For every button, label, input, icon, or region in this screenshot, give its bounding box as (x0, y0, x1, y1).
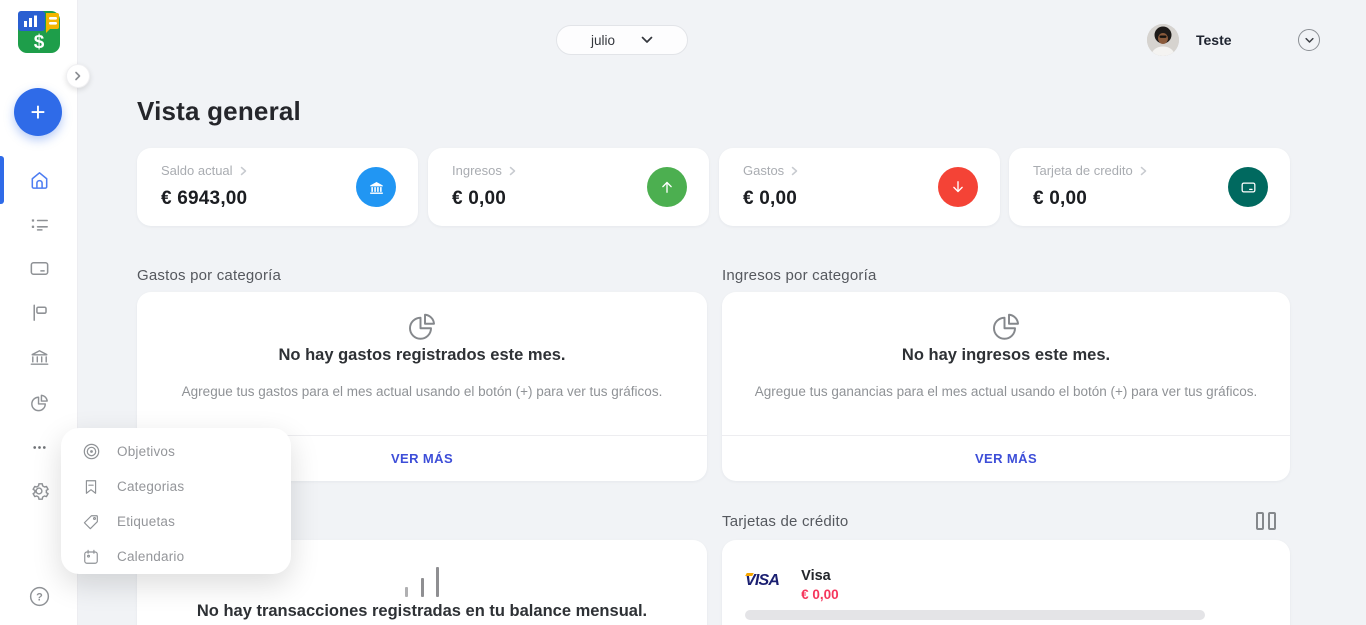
chevron-down-icon (641, 36, 653, 43)
credit-card-item[interactable]: VISA Visa € 0,00 (722, 540, 1290, 625)
bookmark-icon (80, 476, 102, 498)
month-selector-value: julio (590, 32, 615, 48)
page-title: Vista general (137, 96, 301, 126)
plus-icon: + (30, 96, 46, 127)
credit-cards-section-heading: Tarjetas de crédito (722, 513, 849, 530)
empty-state-title: No hay gastos registrados este mes. (278, 346, 566, 364)
active-nav-indicator (0, 156, 4, 204)
ver-mas-button[interactable]: VER MÁS (137, 436, 707, 481)
more-menu-popup: Objetivos Categorias Etiquetas Calendari… (61, 428, 291, 574)
flag-icon (32, 304, 47, 321)
sidebar-expand-button[interactable] (66, 64, 90, 88)
user-block[interactable]: Teste (1147, 24, 1232, 56)
pie-chart-icon (30, 394, 48, 411)
menu-item-label: Etiquetas (117, 514, 176, 529)
sidebar-item-transactions[interactable] (26, 211, 52, 237)
sidebar-item-cards[interactable] (26, 255, 52, 281)
divider (137, 435, 707, 436)
sidebar-item-help[interactable]: ? (26, 583, 52, 609)
chevron-right-icon (75, 71, 81, 81)
summary-card-credit[interactable]: Tarjeta de credito € 0,00 (1009, 148, 1290, 226)
menu-item-categorias[interactable]: Categorias (61, 469, 291, 504)
income-empty-card: No hay ingresos este mes. Agregue tus ga… (722, 292, 1290, 481)
tag-icon (80, 511, 102, 533)
summary-card-income[interactable]: Ingresos € 0,00 (428, 148, 709, 226)
sidebar-item-accounts[interactable] (26, 344, 52, 370)
calendar-icon (80, 546, 102, 568)
credit-card-progress-bar (745, 610, 1205, 620)
month-selector[interactable]: julio (556, 25, 688, 55)
empty-state-title: No hay transacciones registradas en tu b… (196, 602, 648, 620)
chevron-right-icon (509, 166, 516, 175)
user-name: Teste (1196, 32, 1232, 48)
home-icon (31, 171, 47, 189)
visa-logo-icon: VISA (745, 572, 780, 589)
summary-card-expenses[interactable]: Gastos € 0,00 (719, 148, 1000, 226)
credit-card-name: Visa (801, 568, 831, 584)
app-logo-icon[interactable]: $ (17, 10, 61, 54)
summary-card-value: € 6943,00 (161, 188, 248, 209)
bar-chart-icon (405, 557, 439, 597)
svg-text:$: $ (34, 32, 45, 53)
ver-mas-button[interactable]: VER MÁS (722, 436, 1290, 481)
sidebar-item-settings[interactable] (26, 478, 52, 504)
chevron-right-icon (240, 166, 246, 175)
target-icon (80, 441, 102, 463)
svg-text:?: ? (36, 591, 43, 603)
arrow-up-icon (647, 167, 687, 207)
expenses-section-heading: Gastos por categoría (137, 267, 282, 284)
empty-state-subtitle: Agregue tus gastos para el mes actual us… (181, 384, 663, 399)
menu-item-label: Calendario (117, 549, 185, 564)
summary-card-label: Saldo actual (161, 163, 233, 178)
empty-state-title: No hay ingresos este mes. (901, 346, 1111, 364)
summary-card-value: € 0,00 (743, 188, 798, 209)
credit-card-icon (30, 261, 48, 275)
menu-item-etiquetas[interactable]: Etiquetas (61, 504, 291, 539)
sidebar-item-home[interactable] (26, 167, 52, 193)
add-transaction-button[interactable]: + (14, 88, 62, 136)
chevron-right-icon (1140, 166, 1146, 175)
help-icon: ? (29, 586, 49, 606)
chevron-right-icon (791, 166, 798, 175)
sidebar-item-goals[interactable] (26, 299, 52, 325)
summary-card-balance[interactable]: Saldo actual € 6943,00 (137, 148, 418, 226)
menu-item-calendario[interactable]: Calendario (61, 539, 291, 574)
credit-card-icon (1228, 167, 1268, 207)
pie-chart-icon (993, 313, 1019, 340)
menu-item-label: Objetivos (117, 444, 176, 459)
bank-icon (356, 167, 396, 207)
pie-chart-icon (409, 313, 435, 340)
ellipsis-icon (32, 445, 46, 449)
chevron-down-icon (1304, 37, 1314, 43)
summary-card-value: € 0,00 (452, 188, 507, 209)
income-section-heading: Ingresos por categoría (722, 267, 877, 284)
list-icon (31, 218, 48, 231)
empty-state-subtitle: Agregue tus ganancias para el mes actual… (754, 384, 1258, 399)
arrow-down-icon (938, 167, 978, 207)
avatar[interactable] (1147, 24, 1179, 56)
credit-card-amount: € 0,00 (801, 587, 839, 602)
cards-view-toggle-icon[interactable] (1256, 512, 1278, 530)
summary-card-label: Ingresos (452, 163, 502, 178)
summary-card-value: € 0,00 (1033, 188, 1088, 209)
gear-icon (32, 483, 49, 500)
bank-icon (30, 349, 48, 365)
summary-card-label: Tarjeta de credito (1033, 163, 1133, 178)
menu-item-label: Categorias (117, 479, 185, 494)
divider (722, 435, 1290, 436)
sidebar: $ + (0, 0, 90, 625)
sidebar-item-more[interactable] (26, 434, 52, 460)
summary-card-label: Gastos (743, 163, 785, 178)
sidebar-item-reports[interactable] (26, 389, 52, 415)
user-menu-button[interactable] (1298, 29, 1320, 51)
menu-item-objetivos[interactable]: Objetivos (61, 434, 291, 469)
